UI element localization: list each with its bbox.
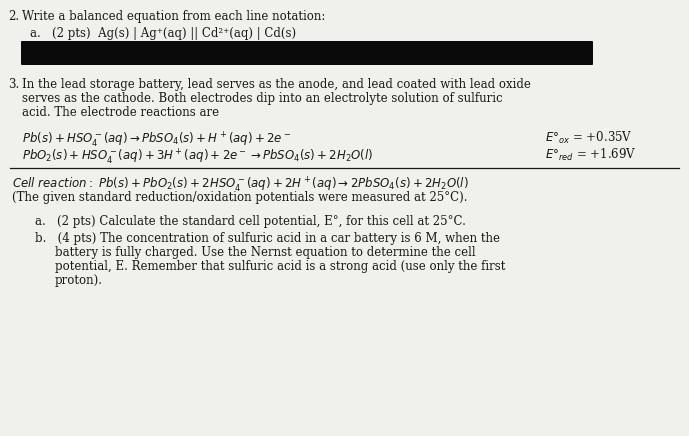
Text: In the lead storage battery, lead serves as the anode, and lead coated with lead: In the lead storage battery, lead serves…: [22, 78, 531, 91]
Text: potential, E. Remember that sulfuric acid is a strong acid (use only the first: potential, E. Remember that sulfuric aci…: [55, 260, 505, 273]
FancyBboxPatch shape: [21, 41, 593, 65]
Text: $Pb(s) + HSO_4^-(aq) \rightarrow PbSO_4(s) + H^+(aq) + 2e^-$: $Pb(s) + HSO_4^-(aq) \rightarrow PbSO_4(…: [22, 130, 291, 149]
Text: $PbO_2(s) + HSO_4^-(aq) + 3H^+(aq) + 2e^- \rightarrow PbSO_4(s) + 2H_2O(l)$: $PbO_2(s) + HSO_4^-(aq) + 3H^+(aq) + 2e^…: [22, 147, 373, 166]
Text: $E°_{red}$ = +1.69V: $E°_{red}$ = +1.69V: [545, 147, 637, 163]
Text: proton).: proton).: [55, 274, 103, 287]
Text: (The given standard reduction/oxidation potentials were measured at 25°C).: (The given standard reduction/oxidation …: [12, 191, 468, 204]
Text: $E°_{ox}$ = +0.35V: $E°_{ox}$ = +0.35V: [545, 130, 633, 146]
Text: a.   (2 pts) Calculate the standard cell potential, E°, for this cell at 25°C.: a. (2 pts) Calculate the standard cell p…: [35, 215, 466, 228]
Text: acid. The electrode reactions are: acid. The electrode reactions are: [22, 106, 219, 119]
Text: 3.: 3.: [8, 78, 19, 91]
Text: serves as the cathode. Both electrodes dip into an electrolyte solution of sulfu: serves as the cathode. Both electrodes d…: [22, 92, 502, 105]
Text: Write a balanced equation from each line notation:: Write a balanced equation from each line…: [22, 10, 325, 23]
Text: battery is fully charged. Use the Nernst equation to determine the cell: battery is fully charged. Use the Nernst…: [55, 246, 475, 259]
Text: $Cell\ reaction:\ Pb(s) + PbO_2(s) + 2HSO_4^-(aq) + 2H^+(aq) \rightarrow 2PbSO_4: $Cell\ reaction:\ Pb(s) + PbO_2(s) + 2HS…: [12, 175, 469, 194]
Text: a.   (2 pts)  Ag(s) | Ag⁺(aq) || Cd²⁺(aq) | Cd(s): a. (2 pts) Ag(s) | Ag⁺(aq) || Cd²⁺(aq) |…: [30, 27, 296, 40]
Text: b.   (4 pts) The concentration of sulfuric acid in a car battery is 6 M, when th: b. (4 pts) The concentration of sulfuric…: [35, 232, 500, 245]
Text: 2.: 2.: [8, 10, 19, 23]
